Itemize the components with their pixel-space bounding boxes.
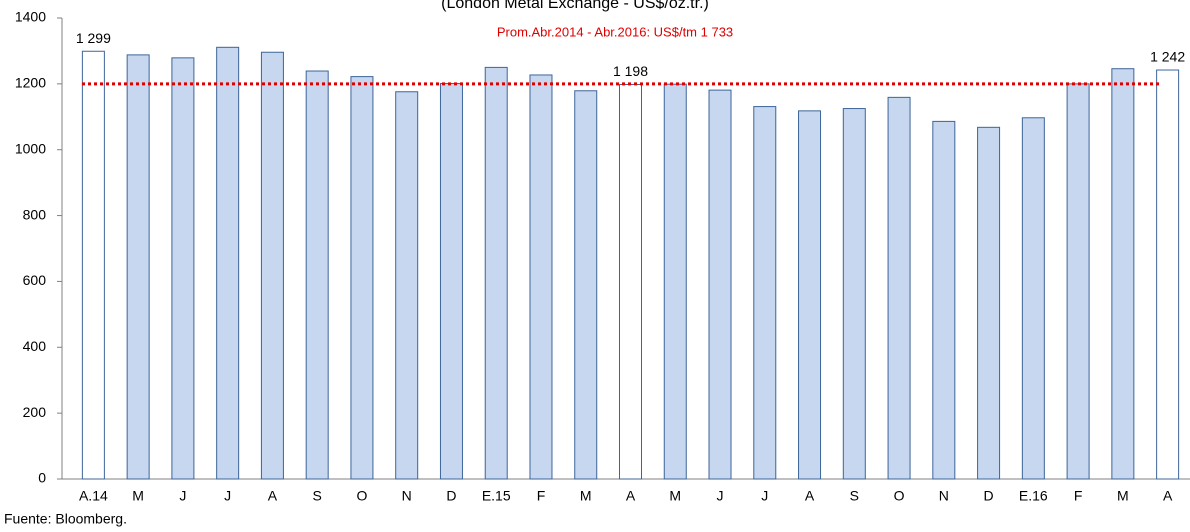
x-tick-label: D [984, 488, 994, 504]
y-tick-label: 400 [23, 338, 47, 354]
x-tick-label: F [1074, 488, 1083, 504]
bar [977, 126, 1001, 480]
bar [619, 84, 642, 480]
bar [1156, 69, 1180, 480]
bar [842, 108, 866, 480]
value-label: 1 198 [613, 63, 648, 79]
value-label: 1 242 [1150, 49, 1185, 65]
y-tick-label: 600 [23, 272, 47, 288]
bar [932, 120, 956, 480]
x-tick-label: J [717, 488, 724, 504]
x-tick-label: J [179, 488, 186, 504]
y-tick-label: 200 [23, 404, 47, 420]
x-tick-label: M [132, 488, 144, 504]
bar [350, 76, 374, 480]
bar [529, 74, 553, 480]
source-note: Fuente: Bloomberg. [4, 511, 127, 527]
chart-subtitle: (London Metal Exchange - US$/oz.tr.) [441, 0, 709, 12]
x-tick-label: A.14 [79, 488, 108, 504]
x-tick-label: M [580, 488, 592, 504]
x-tick-label: M [669, 488, 681, 504]
x-tick-label: A [805, 488, 815, 504]
x-tick-label: N [402, 488, 412, 504]
bar [1021, 117, 1045, 480]
x-tick-label: M [1117, 488, 1129, 504]
x-tick-label: F [537, 488, 546, 504]
bar [305, 70, 329, 480]
bar [126, 54, 150, 480]
bar [574, 90, 598, 480]
bar [663, 83, 687, 480]
bar [708, 89, 732, 480]
x-tick-label: A [268, 488, 278, 504]
y-tick-label: 1200 [15, 75, 46, 91]
y-tick-label: 1000 [15, 140, 46, 156]
x-tick-label: O [356, 488, 367, 504]
value-label: 1 299 [76, 30, 111, 46]
bar [216, 46, 240, 480]
x-tick-label: A [1163, 488, 1173, 504]
x-tick-label: S [313, 488, 322, 504]
bar [798, 110, 822, 480]
x-tick-label: J [761, 488, 768, 504]
x-tick-label: A [626, 488, 636, 504]
x-tick-label: D [446, 488, 456, 504]
x-tick-label: S [850, 488, 859, 504]
x-tick-label: J [224, 488, 231, 504]
y-tick-label: 1400 [15, 9, 46, 25]
bar [81, 50, 105, 480]
bar [1066, 83, 1090, 480]
x-tick-label: E.15 [482, 488, 511, 504]
bar [1111, 68, 1135, 480]
x-tick-label: O [894, 488, 905, 504]
x-tick-label: E.16 [1019, 488, 1048, 504]
bar [753, 106, 777, 480]
x-tick-label: N [939, 488, 949, 504]
bar [887, 96, 911, 480]
bar [484, 66, 508, 480]
reference-label: Prom.Abr.2014 - Abr.2016: US$/tm 1 733 [497, 24, 733, 39]
y-tick-label: 800 [23, 206, 47, 222]
bar [171, 57, 195, 480]
bar [395, 91, 419, 480]
bar [260, 51, 284, 480]
bar [439, 83, 463, 480]
y-tick-label: 0 [38, 470, 46, 486]
